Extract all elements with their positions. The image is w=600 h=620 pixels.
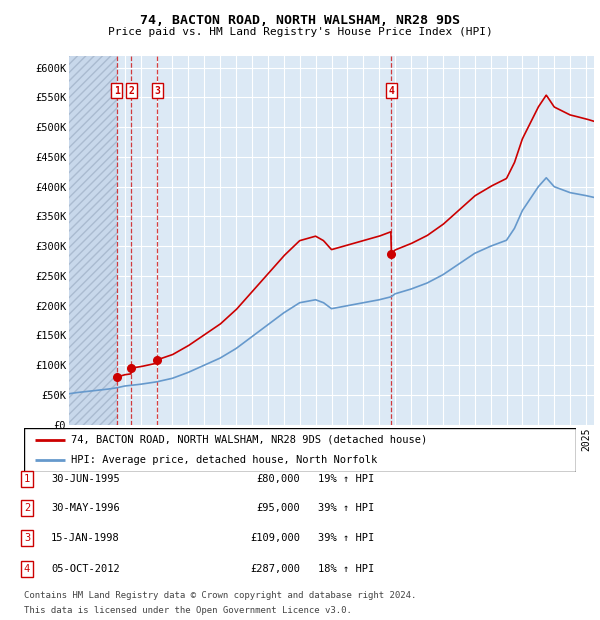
- Text: 19% ↑ HPI: 19% ↑ HPI: [318, 474, 374, 484]
- Text: 4: 4: [24, 564, 30, 574]
- Text: HPI: Average price, detached house, North Norfolk: HPI: Average price, detached house, Nort…: [71, 455, 377, 466]
- Text: 2: 2: [128, 86, 134, 96]
- Text: 30-JUN-1995: 30-JUN-1995: [51, 474, 120, 484]
- Text: 74, BACTON ROAD, NORTH WALSHAM, NR28 9DS (detached house): 74, BACTON ROAD, NORTH WALSHAM, NR28 9DS…: [71, 435, 427, 445]
- Text: £109,000: £109,000: [250, 533, 300, 543]
- Text: £80,000: £80,000: [256, 474, 300, 484]
- Text: 3: 3: [24, 533, 30, 543]
- Text: 1: 1: [113, 86, 119, 96]
- Text: This data is licensed under the Open Government Licence v3.0.: This data is licensed under the Open Gov…: [24, 606, 352, 614]
- Text: 1: 1: [24, 474, 30, 484]
- Bar: [69, 56, 116, 425]
- Text: 2: 2: [24, 503, 30, 513]
- Text: £287,000: £287,000: [250, 564, 300, 574]
- Text: 05-OCT-2012: 05-OCT-2012: [51, 564, 120, 574]
- Text: 30-MAY-1996: 30-MAY-1996: [51, 503, 120, 513]
- Text: 4: 4: [388, 86, 394, 96]
- Text: Contains HM Land Registry data © Crown copyright and database right 2024.: Contains HM Land Registry data © Crown c…: [24, 591, 416, 600]
- Text: 74, BACTON ROAD, NORTH WALSHAM, NR28 9DS: 74, BACTON ROAD, NORTH WALSHAM, NR28 9DS: [140, 14, 460, 27]
- Text: £95,000: £95,000: [256, 503, 300, 513]
- Text: 3: 3: [154, 86, 160, 96]
- Text: 15-JAN-1998: 15-JAN-1998: [51, 533, 120, 543]
- FancyBboxPatch shape: [24, 428, 576, 472]
- Text: 18% ↑ HPI: 18% ↑ HPI: [318, 564, 374, 574]
- Text: 39% ↑ HPI: 39% ↑ HPI: [318, 503, 374, 513]
- Text: 39% ↑ HPI: 39% ↑ HPI: [318, 533, 374, 543]
- Text: Price paid vs. HM Land Registry's House Price Index (HPI): Price paid vs. HM Land Registry's House …: [107, 27, 493, 37]
